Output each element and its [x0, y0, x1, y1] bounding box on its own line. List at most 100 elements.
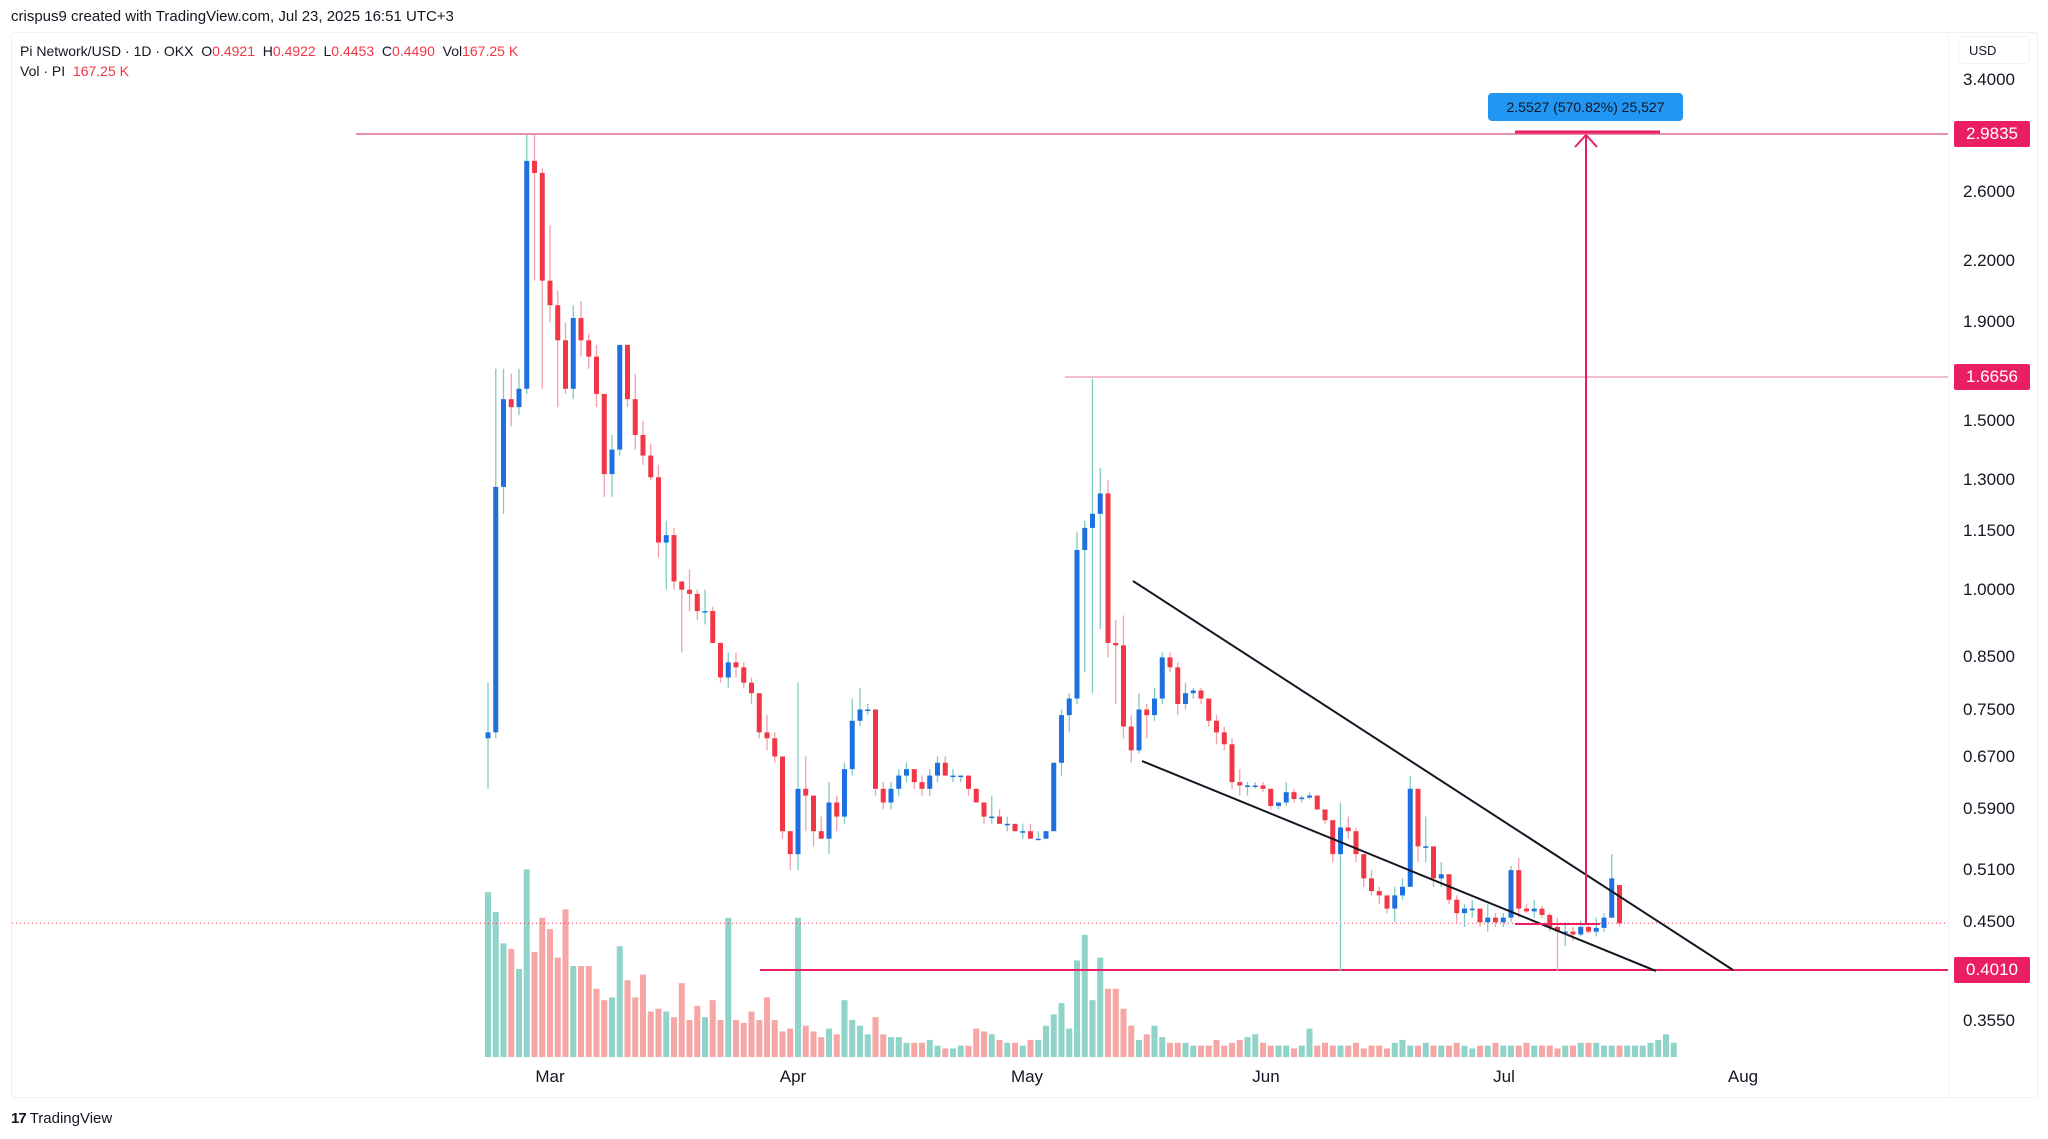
candle-down [640, 434, 646, 456]
volume-bar [1562, 1045, 1569, 1057]
candle-down [555, 305, 561, 341]
candle-up [958, 775, 964, 778]
candle-down [780, 756, 785, 832]
candle-up [1245, 785, 1250, 787]
volume-bar [640, 974, 646, 1057]
candle-up [904, 769, 909, 776]
candle-down [539, 172, 545, 281]
candle-down [1121, 645, 1126, 727]
wedge-upper-trendline[interactable] [1132, 580, 1734, 971]
wedge-lower-trendline[interactable] [1141, 760, 1657, 972]
candle-down [756, 693, 762, 733]
volume-bar [911, 1042, 918, 1057]
candle-down [648, 455, 654, 478]
volume-bar [733, 1020, 739, 1057]
volume-bar [1159, 1037, 1166, 1057]
volume-bar [996, 1039, 1003, 1057]
candle-down [973, 788, 979, 803]
candle-up [1307, 795, 1312, 798]
volume-bar [748, 1011, 755, 1057]
volume-bar [624, 980, 631, 1057]
candle-down [834, 802, 840, 817]
volume-bar [671, 1017, 677, 1057]
candle-down [1353, 831, 1359, 855]
volume-label: Vol [442, 43, 463, 59]
volume-bar [1345, 1045, 1352, 1057]
candle-down [764, 732, 770, 739]
low-label: L [323, 43, 332, 59]
volume-bar [1043, 1025, 1049, 1057]
candle-down [818, 831, 824, 839]
candle-down [1493, 917, 1498, 923]
candle-down [656, 477, 661, 543]
volume-indicator-row[interactable]: Vol · PI 167.25 K [20, 61, 518, 81]
volume-bar [1601, 1045, 1607, 1057]
volume-indicator-label: Vol · PI [20, 63, 66, 79]
currency-selector[interactable]: USD [1958, 36, 2030, 64]
volume-bar [1027, 1039, 1034, 1057]
volume-bar [764, 997, 770, 1057]
candle-down [811, 795, 816, 832]
volume-bar [632, 997, 639, 1057]
tradingview-logo[interactable]: 17 TradingView [11, 1110, 112, 1127]
volume-bar [1515, 1045, 1522, 1057]
candle-down [803, 788, 809, 796]
candle-down [1237, 782, 1243, 786]
price-tick: 2.6000 [1963, 181, 2015, 201]
volume-bar [1663, 1034, 1669, 1057]
candle-down [1198, 690, 1204, 699]
volume-bar [1291, 1048, 1297, 1057]
volume-bar [1167, 1042, 1173, 1057]
candle-up [1508, 870, 1514, 918]
volume-bar [1608, 1045, 1615, 1057]
candle-down [1617, 885, 1622, 924]
candle-up [1136, 709, 1142, 751]
price-tick: 1.5000 [1963, 410, 2015, 430]
volume-bar [1244, 1037, 1251, 1057]
volume-bar [585, 966, 592, 1057]
candle-down [1361, 854, 1367, 879]
volume-bar [485, 892, 491, 1057]
price-tick: 2.2000 [1963, 251, 2015, 271]
volume-bar [1236, 1039, 1243, 1057]
volume-bar [1190, 1045, 1197, 1057]
price-tick: 1.3000 [1963, 470, 2015, 490]
measurement-label[interactable]: 2.5527 (570.82%) 25,527 [1488, 93, 1683, 121]
candle-up [1593, 927, 1599, 932]
candle-up [1276, 802, 1281, 806]
volume-bar [1205, 1045, 1212, 1057]
candle-down [1586, 926, 1591, 932]
volume-bar [1213, 1039, 1220, 1057]
volume-bar [1298, 1045, 1305, 1057]
volume-bar [1306, 1028, 1313, 1057]
candle-down [1214, 720, 1219, 733]
volume-bar [818, 1037, 825, 1057]
close-value: 0.4490 [392, 43, 435, 59]
low-value: 0.4453 [331, 43, 375, 59]
candle-up [842, 769, 847, 817]
volume-bar [1151, 1025, 1158, 1057]
volume-bar [570, 966, 577, 1057]
candle-down [1415, 788, 1421, 847]
arrow-up-icon [1574, 133, 1598, 148]
candle-down [1369, 878, 1374, 892]
volume-bar [616, 946, 623, 1057]
volume-bar [1066, 1028, 1073, 1057]
candle-down [873, 709, 878, 789]
ohlc-row: Pi Network/USD · 1D · OKX O0.4921 H0.492… [20, 41, 518, 61]
volume-bar [539, 917, 546, 1057]
volume-bar [609, 997, 615, 1057]
volume-bar [508, 949, 515, 1057]
candle-up [1462, 908, 1467, 914]
volume-bar [872, 1017, 879, 1057]
candle-up [1074, 550, 1080, 699]
volume-bar [1384, 1048, 1390, 1057]
volume-bar [1616, 1045, 1623, 1057]
candle-up [1392, 895, 1398, 909]
volume-bar [1329, 1045, 1336, 1057]
candle-down [880, 788, 886, 803]
symbol-label[interactable]: Pi Network/USD · 1D · OKX [20, 43, 194, 59]
candle-up [826, 802, 832, 839]
candle-down [1555, 926, 1560, 932]
